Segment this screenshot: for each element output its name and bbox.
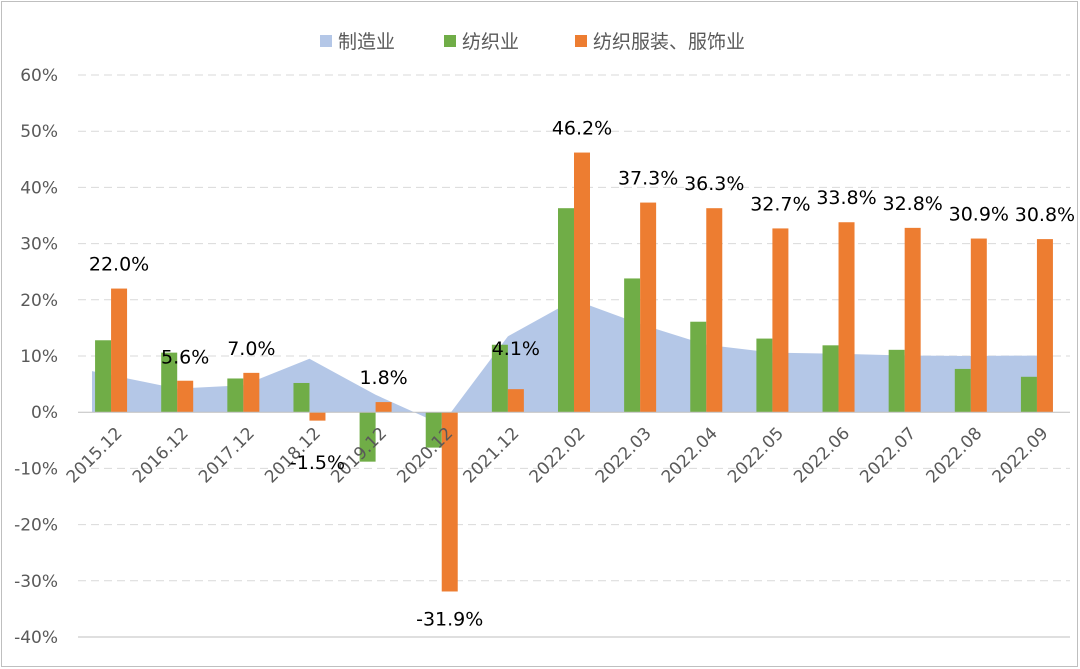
axes xyxy=(78,411,1070,638)
bar-textile-3 xyxy=(293,382,310,413)
bar-apparel-3 xyxy=(309,412,326,421)
y-tick-label: 60% xyxy=(20,66,58,86)
data-label: 37.3% xyxy=(618,168,678,190)
bar-textile-12 xyxy=(888,349,905,413)
legend-swatch-1 xyxy=(444,35,456,47)
y-tick-label: -20% xyxy=(14,516,58,536)
x-tick-label: 2022.05 xyxy=(724,424,788,488)
bar-textile-2 xyxy=(227,378,244,413)
x-tick-label: 2022.03 xyxy=(592,424,656,488)
y-tick-label: 10% xyxy=(20,347,58,367)
legend: 制造业 纺织业 纺织服装、服饰业 xyxy=(320,31,745,53)
x-tick-label: 2016.12 xyxy=(129,424,193,488)
y-tick-label: 30% xyxy=(20,235,58,255)
bar-textile-11 xyxy=(822,345,839,413)
bar-textile-7 xyxy=(558,208,574,413)
bar-apparel-4 xyxy=(375,402,392,413)
data-labels: 22.0% 5.6% 7.0% -1.5% 1.8% -31.9% 4.1% 46.2% 37.… xyxy=(89,118,1075,631)
x-tick-label: 2015.12 xyxy=(63,424,127,488)
x-tick-label: 2022.04 xyxy=(658,424,722,488)
legend-swatch-0 xyxy=(320,35,332,47)
bar-apparel-10 xyxy=(772,228,789,413)
data-label: 22.0% xyxy=(89,254,149,276)
data-label: 33.8% xyxy=(816,187,876,209)
bar-apparel-2 xyxy=(243,372,260,413)
legend-label-2: 纺织服装、服饰业 xyxy=(593,31,745,53)
x-axis-labels: 2015.12 2016.12 2017.12 2018.12 2019.12 2020.… xyxy=(63,424,1053,488)
bar-textile-5 xyxy=(425,412,442,448)
bars xyxy=(95,152,1053,592)
data-label: 32.8% xyxy=(882,193,942,215)
x-tick-label: 2022.08 xyxy=(922,424,986,488)
data-label: -1.5% xyxy=(290,452,345,474)
bar-textile-9 xyxy=(690,321,707,413)
y-tick-label: 50% xyxy=(20,122,58,142)
x-tick-label: 2022.09 xyxy=(989,424,1053,488)
bar-apparel-12 xyxy=(904,227,921,413)
bar-apparel-1 xyxy=(177,380,194,413)
bar-apparel-9 xyxy=(706,208,723,413)
data-label: 5.6% xyxy=(161,347,209,369)
y-axis-labels: 60% 50% 40% 30% 20% 10% 0% -10% -20% -30% -40% xyxy=(14,66,58,648)
bar-apparel-14 xyxy=(1036,239,1053,413)
data-label: 7.0% xyxy=(227,338,275,360)
bar-textile-10 xyxy=(756,338,773,413)
bar-apparel-6 xyxy=(507,389,524,413)
bar-textile-13 xyxy=(954,368,971,413)
legend-label-1: 纺织业 xyxy=(462,31,519,53)
y-tick-label: -30% xyxy=(14,572,58,592)
bar-textile-8 xyxy=(624,278,641,413)
bar-textile-4 xyxy=(359,412,376,462)
data-label: 46.2% xyxy=(552,118,612,140)
bar-apparel-0 xyxy=(111,288,128,413)
data-label: -31.9% xyxy=(416,608,483,630)
data-label: 36.3% xyxy=(684,173,744,195)
x-tick-label: 2022.06 xyxy=(790,424,854,488)
y-tick-label: 40% xyxy=(20,178,58,198)
x-tick-label: 2017.12 xyxy=(195,424,259,488)
data-label: 32.7% xyxy=(750,193,810,215)
bar-apparel-7 xyxy=(574,152,590,413)
legend-swatch-2 xyxy=(575,35,587,47)
bar-apparel-5 xyxy=(441,412,458,592)
bar-textile-1 xyxy=(161,352,178,413)
x-tick-label: 2022.07 xyxy=(856,424,920,488)
data-label: 1.8% xyxy=(359,367,407,389)
bar-apparel-11 xyxy=(838,222,855,413)
bar-textile-14 xyxy=(1020,376,1037,413)
y-tick-label: 0% xyxy=(31,403,58,423)
data-label: 30.8% xyxy=(1015,204,1075,226)
bar-apparel-8 xyxy=(640,202,657,413)
data-label: 30.9% xyxy=(949,204,1009,226)
y-tick-label: -10% xyxy=(14,459,58,479)
bar-textile-6 xyxy=(491,344,508,413)
y-tick-label: -40% xyxy=(14,628,58,648)
x-tick-label: 2021.12 xyxy=(460,424,524,488)
bar-textile-0 xyxy=(95,340,112,413)
x-tick-label: 2022.02 xyxy=(526,424,590,488)
y-tick-label: 20% xyxy=(20,291,58,311)
bar-apparel-13 xyxy=(970,238,987,413)
legend-label-0: 制造业 xyxy=(338,31,395,53)
data-label: 4.1% xyxy=(492,338,540,360)
